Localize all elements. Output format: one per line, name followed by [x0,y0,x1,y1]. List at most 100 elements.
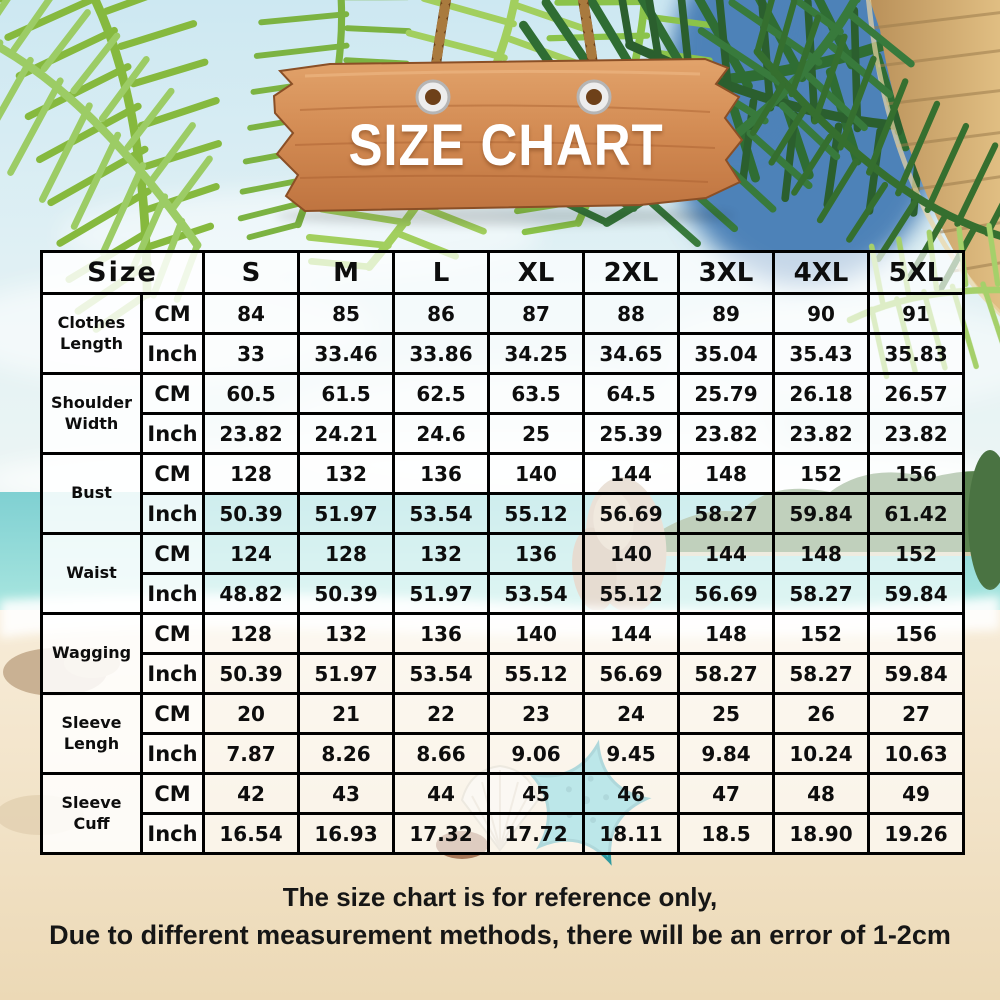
cell-3-inch-4: 55.12 [582,572,681,615]
cell-3-cm-4: 140 [582,532,681,575]
cell-0-inch-3: 34.25 [487,332,586,375]
row-label-0: Clothes Length [40,292,143,375]
row-label-2: Bust [40,452,143,535]
unit-inch-0: Inch [139,332,206,375]
size-header-cell: Size [39,250,206,295]
row-label-3: Waist [40,532,143,615]
cell-1-inch-1: 24.21 [297,412,396,455]
cell-1-inch-6: 23.82 [772,412,871,455]
unit-inch-6: Inch [139,812,206,855]
cell-5-cm-0: 20 [202,692,301,735]
cell-5-cm-4: 24 [582,692,681,735]
size-column-header-0: S [202,250,301,295]
cell-0-inch-7: 35.83 [867,332,966,375]
cell-2-inch-7: 61.42 [867,492,966,535]
cell-2-cm-1: 132 [297,452,396,495]
cell-6-inch-3: 17.72 [487,812,586,855]
row-label-6: Sleeve Cuff [40,772,143,855]
size-column-header-7: 5XL [867,250,966,295]
grommet-icon [415,79,612,115]
cell-6-cm-7: 49 [867,772,966,815]
cell-2-inch-0: 50.39 [202,492,301,535]
cell-4-cm-5: 148 [677,612,776,655]
cell-0-cm-4: 88 [582,292,681,335]
unit-cm-0: CM [139,292,206,335]
cell-1-inch-2: 24.6 [392,412,491,455]
cell-0-cm-3: 87 [487,292,586,335]
cell-6-cm-5: 47 [677,772,776,815]
cell-6-cm-4: 46 [582,772,681,815]
cell-3-inch-0: 48.82 [202,572,301,615]
cell-4-cm-7: 156 [867,612,966,655]
cell-3-inch-1: 50.39 [297,572,396,615]
cell-4-cm-4: 144 [582,612,681,655]
cell-5-inch-1: 8.26 [297,732,396,775]
cell-6-cm-1: 43 [297,772,396,815]
unit-cm-5: CM [139,692,206,735]
footer-line2: Due to different measurement methods, th… [49,920,951,950]
cell-5-inch-6: 10.24 [772,732,871,775]
cell-6-inch-1: 16.93 [297,812,396,855]
cell-1-cm-0: 60.5 [202,372,301,415]
size-column-header-4: 2XL [582,250,681,295]
cell-4-inch-2: 53.54 [392,652,491,695]
cell-0-inch-1: 33.46 [297,332,396,375]
unit-inch-1: Inch [139,412,206,455]
cell-3-inch-7: 59.84 [867,572,966,615]
cell-1-cm-5: 25.79 [677,372,776,415]
cell-3-cm-5: 144 [677,532,776,575]
cell-4-inch-0: 50.39 [202,652,301,695]
cell-0-cm-5: 89 [677,292,776,335]
cell-4-inch-5: 58.27 [677,652,776,695]
footer-line1: The size chart is for reference only, [282,882,718,912]
cell-5-inch-3: 9.06 [487,732,586,775]
cell-2-cm-5: 148 [677,452,776,495]
size-column-header-5: 3XL [677,250,776,295]
cell-3-inch-2: 51.97 [392,572,491,615]
cell-2-inch-2: 53.54 [392,492,491,535]
unit-cm-1: CM [139,372,206,415]
cell-6-inch-0: 16.54 [202,812,301,855]
cell-1-cm-7: 26.57 [867,372,966,415]
size-column-header-1: M [297,250,396,295]
cell-0-cm-2: 86 [392,292,491,335]
cell-2-cm-0: 128 [202,452,301,495]
cell-2-cm-4: 144 [582,452,681,495]
cell-2-inch-1: 51.97 [297,492,396,535]
cell-4-cm-2: 136 [392,612,491,655]
unit-cm-2: CM [139,452,206,495]
cell-1-inch-5: 23.82 [677,412,776,455]
cell-6-cm-0: 42 [202,772,301,815]
unit-inch-3: Inch [139,572,206,615]
cell-1-inch-7: 23.82 [867,412,966,455]
cell-6-cm-6: 48 [772,772,871,815]
cell-5-inch-4: 9.45 [582,732,681,775]
cell-6-cm-3: 45 [487,772,586,815]
cell-4-cm-1: 132 [297,612,396,655]
unit-cm-6: CM [139,772,206,815]
cell-2-inch-3: 55.12 [487,492,586,535]
cell-5-cm-2: 22 [392,692,491,735]
cell-3-cm-0: 124 [202,532,301,575]
cell-3-cm-2: 132 [392,532,491,575]
cell-1-cm-4: 64.5 [582,372,681,415]
cell-5-cm-1: 21 [297,692,396,735]
cell-4-cm-6: 152 [772,612,871,655]
cell-5-cm-7: 27 [867,692,966,735]
footer-note: The size chart is for reference only, Du… [0,882,1000,951]
cell-1-cm-6: 26.18 [772,372,871,415]
cell-6-inch-2: 17.32 [392,812,491,855]
cell-3-cm-7: 152 [867,532,966,575]
cell-5-cm-3: 23 [487,692,586,735]
cell-3-cm-3: 136 [487,532,586,575]
cell-1-cm-1: 61.5 [297,372,396,415]
cell-6-inch-7: 19.26 [867,812,966,855]
sign-plank [272,57,744,213]
cell-3-inch-5: 56.69 [677,572,776,615]
size-column-header-3: XL [487,250,586,295]
sign-title: SIZE CHART [348,113,664,178]
cell-2-inch-4: 56.69 [582,492,681,535]
cell-5-inch-2: 8.66 [392,732,491,775]
cell-4-cm-0: 128 [202,612,301,655]
